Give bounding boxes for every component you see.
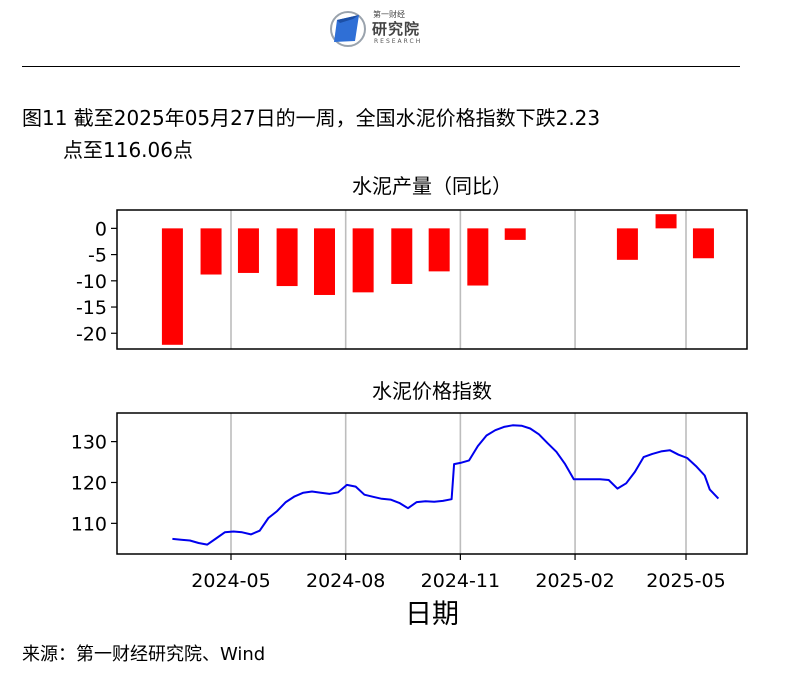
bar-y-tick-label: 0: [95, 218, 107, 240]
bar: [655, 214, 677, 229]
bar-plot-frame: [116, 209, 748, 350]
bar: [428, 228, 450, 272]
line-plot-background: [117, 413, 747, 554]
x-tick-label: 2025-02: [535, 570, 614, 592]
bar-y-tick-label: -10: [76, 271, 107, 293]
bar: [391, 228, 413, 284]
figure-title-line1: 图11 截至2025年05月27日的一周，全国水泥价格指数下跌2.23: [22, 106, 601, 130]
line-plot-frame: [116, 412, 748, 555]
x-tick-label: 2025-05: [646, 570, 725, 592]
line-y-tick-label: 120: [71, 472, 107, 494]
price-index-line: [172, 424, 720, 546]
x-tick-label: 2024-08: [306, 570, 385, 592]
logo: 第一财经 研究院 RESEARCH: [328, 8, 438, 54]
bar: [237, 228, 259, 273]
bar: [616, 228, 638, 260]
x-tick-label: 2024-11: [421, 570, 500, 592]
figure-title-line2: 点至116.06点: [63, 138, 193, 162]
header-divider: [22, 66, 740, 67]
line-y-tick-label: 130: [71, 432, 107, 454]
bar: [161, 228, 183, 345]
bar: [692, 228, 714, 259]
bar: [313, 228, 335, 295]
bar-y-tick-label: -20: [76, 323, 107, 345]
x-axis-title: 日期: [405, 599, 459, 630]
source-note: 来源：第一财经研究院、Wind: [22, 644, 266, 665]
figure-title: 图11 截至2025年05月27日的一周，全国水泥价格指数下跌2.23 点至11…: [22, 102, 742, 166]
line-chart-title: 水泥价格指数: [372, 379, 492, 403]
logo-institute-text: 研究院: [372, 20, 421, 38]
bar: [467, 228, 489, 286]
bar-y-tick-label: -15: [76, 297, 107, 319]
x-tick-label: 2024-05: [191, 570, 270, 592]
bar-y-tick-label: -5: [88, 245, 107, 267]
bar-chart-title: 水泥产量（同比）: [352, 174, 512, 198]
logo-mark-icon: [330, 11, 366, 47]
logo-english-text: RESEARCH: [374, 38, 423, 45]
line-y-tick-label: 110: [71, 513, 107, 535]
bar: [200, 228, 222, 275]
bar: [504, 228, 526, 240]
logo-company-text: 第一财经: [373, 10, 405, 19]
bar: [352, 228, 374, 293]
bar: [276, 228, 298, 287]
